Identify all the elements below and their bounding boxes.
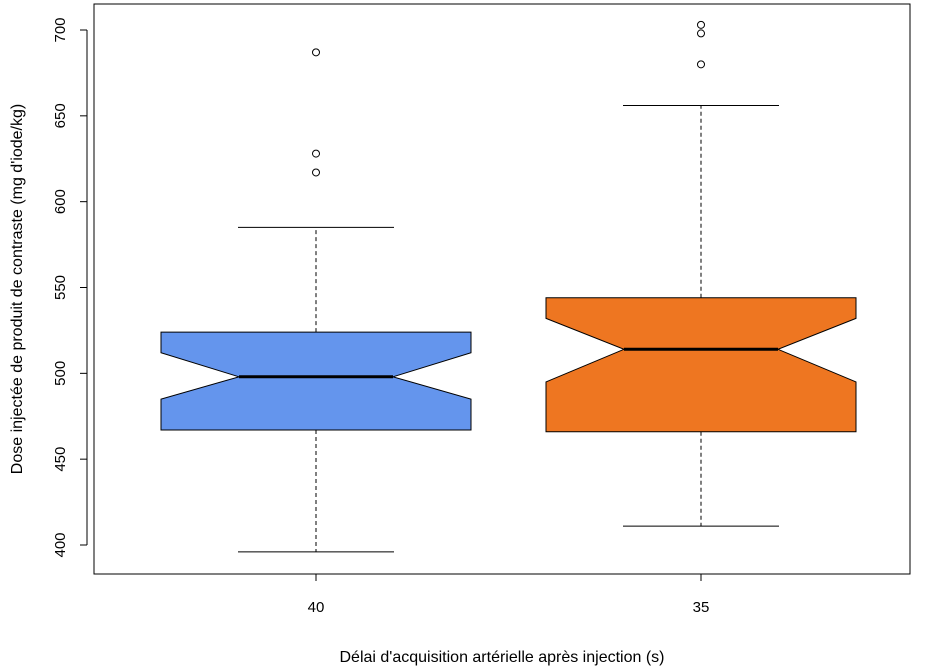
- y-tick-label: 550: [52, 275, 69, 300]
- box-40: [160, 48, 472, 553]
- outlier-point: [697, 60, 705, 69]
- outlier-point: [312, 48, 320, 57]
- plot-frame: [93, 3, 911, 575]
- y-tick-label: 600: [52, 189, 69, 214]
- box-35: [545, 20, 857, 527]
- boxes: [160, 20, 857, 553]
- y-axis: 400 450 500 550 600 650 700: [52, 17, 88, 558]
- outlier-point: [697, 20, 705, 29]
- y-tick-label: 400: [52, 532, 69, 557]
- x-tick-label: 35: [693, 599, 710, 616]
- y-tick-label: 700: [52, 17, 69, 42]
- outlier-point: [312, 149, 320, 158]
- notched-box: [545, 297, 857, 433]
- y-tick-label: 450: [52, 447, 69, 472]
- x-axis: 40 35: [308, 573, 710, 616]
- y-tick-label: 650: [52, 103, 69, 128]
- notched-box: [160, 331, 472, 431]
- y-tick-label: 500: [52, 361, 69, 386]
- y-axis-title: Dose injectée de produit de contraste (m…: [9, 104, 26, 474]
- x-axis-title: Délai d'acquisition artérielle après inj…: [340, 649, 665, 666]
- outlier-point: [312, 168, 320, 177]
- outlier-point: [697, 29, 705, 38]
- x-tick-label: 40: [308, 599, 325, 616]
